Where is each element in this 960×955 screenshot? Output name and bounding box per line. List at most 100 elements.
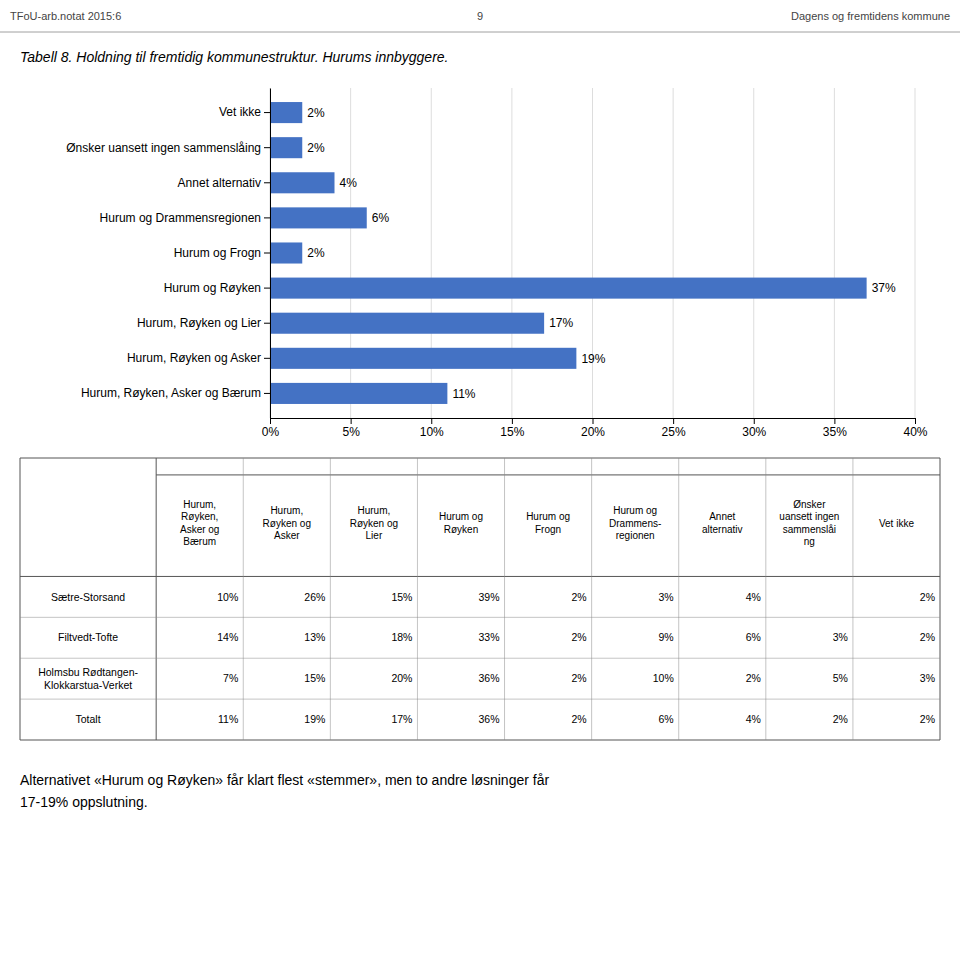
- data-label: 6%: [372, 211, 390, 225]
- text-line: sammenslåi: [783, 524, 836, 535]
- table-cell: 36%: [479, 713, 500, 725]
- table-cell: 3%: [833, 631, 848, 643]
- text-line: Hurum og: [439, 511, 483, 522]
- table-cell: 18%: [391, 631, 412, 643]
- table-line: [504, 458, 505, 740]
- text-line: Hurum og: [526, 511, 570, 522]
- y-tick: Annet alternativ: [178, 176, 270, 190]
- x-tick-label: 0%: [262, 425, 280, 439]
- text-line: alternativ: [702, 524, 743, 535]
- table-line: [852, 458, 853, 740]
- table-cell: 26%: [304, 591, 325, 603]
- table-line: [417, 458, 418, 740]
- text-line: uansett ingen: [779, 511, 839, 522]
- x-tick-label: 20%: [581, 425, 605, 439]
- table-line: [940, 458, 941, 740]
- table-column-header: Annet alternativ: [702, 511, 743, 535]
- header-right: Dagens og fremtidens kommune: [791, 10, 950, 22]
- y-tick-label: Hurum og Drammensregionen: [100, 211, 261, 225]
- y-tick-label: Hurum og Frogn: [174, 246, 261, 260]
- text-line: Hurum,: [357, 505, 390, 516]
- table-cell: 2%: [833, 713, 848, 725]
- grid-line: [834, 88, 835, 418]
- table-cell: 2%: [746, 672, 761, 684]
- table-line: [156, 458, 157, 740]
- table-cell: 39%: [479, 591, 500, 603]
- bar: [270, 242, 302, 263]
- table-cell: 3%: [659, 591, 674, 603]
- x-tick-label: 15%: [500, 425, 524, 439]
- y-tick: Hurum og Frogn: [174, 246, 270, 260]
- table-cell: 10%: [653, 672, 674, 684]
- table-line: [20, 458, 21, 740]
- text-line: Sætre-Storsand: [51, 591, 125, 603]
- data-label: 4%: [340, 176, 358, 190]
- y-tick: Hurum, Røyken og Asker: [127, 351, 270, 365]
- x-tick-label: 30%: [742, 425, 766, 439]
- table-cell: 14%: [217, 631, 238, 643]
- x-tick: 15%: [500, 418, 524, 439]
- text-line: ng: [804, 536, 815, 547]
- x-tick: 5%: [342, 418, 360, 439]
- table-line: [156, 474, 940, 475]
- text-line: Hurum,: [183, 499, 216, 510]
- header-center: 9: [477, 10, 483, 22]
- x-tick-mark: [754, 418, 755, 424]
- text-line: Røyken: [444, 524, 478, 535]
- grid-line: [753, 88, 754, 418]
- table-cell: 2%: [571, 672, 586, 684]
- table-cell: 7%: [223, 672, 238, 684]
- bar: [270, 348, 576, 369]
- table-row-header: Totalt: [76, 713, 101, 725]
- text-line: Filtvedt-Tofte: [58, 631, 118, 643]
- text-line: Ønsker: [793, 499, 826, 510]
- table-cell: 2%: [920, 631, 935, 643]
- bar: [270, 207, 367, 228]
- y-tick: Hurum, Røyken og Lier: [137, 316, 270, 330]
- x-tick-label: 10%: [420, 425, 444, 439]
- x-tick: 30%: [742, 418, 766, 439]
- x-tick-mark: [351, 418, 352, 424]
- table-line: [765, 458, 766, 740]
- y-tick: Hurum, Røyken, Asker og Bærum: [81, 386, 270, 400]
- grid-line: [673, 88, 674, 418]
- data-label: 2%: [307, 246, 325, 260]
- y-axis-line: [270, 89, 271, 419]
- data-label: 11%: [452, 387, 475, 401]
- table-row-header: Filtvedt-Tofte: [58, 631, 118, 643]
- table-cell: 2%: [920, 591, 935, 603]
- table-cell: 6%: [746, 631, 761, 643]
- table-cell: 36%: [479, 672, 500, 684]
- chart-title: Tabell 8. Holdning til fremtidig kommune…: [20, 49, 449, 65]
- table-cell: 5%: [833, 672, 848, 684]
- grid-line: [915, 88, 916, 418]
- table-cell: 6%: [659, 713, 674, 725]
- x-tick: 20%: [581, 418, 605, 439]
- x-tick-mark: [915, 418, 916, 424]
- y-tick-mark: [264, 358, 270, 359]
- page-header: TFoU-arb.notat 2015:69Dagens og fremtide…: [0, 10, 960, 32]
- table-cell: 19%: [304, 713, 325, 725]
- table-column-header: Hurum,Røyken ogAsker: [263, 505, 311, 541]
- x-tick-label: 40%: [903, 425, 927, 439]
- table-cell: 9%: [659, 631, 674, 643]
- y-tick: Vet ikke: [219, 105, 270, 119]
- text-line: Annet: [709, 511, 735, 522]
- bar: [270, 102, 302, 123]
- bar: [270, 137, 302, 158]
- text-line: 17-19% oppslutning.: [20, 794, 148, 810]
- data-labels: 11%19%17%37%2%6%4%2%2%: [307, 106, 896, 401]
- table-line: [20, 576, 940, 577]
- text-line: Drammens-: [609, 518, 661, 529]
- bar: [270, 313, 544, 334]
- table-row-header: Holmsbu Rødtangen-Klokkarstua-Verket: [38, 666, 138, 691]
- grid-line: [592, 88, 593, 418]
- table-line: [591, 458, 592, 740]
- text-line: regionen: [616, 530, 655, 541]
- data-label: 2%: [307, 141, 325, 155]
- data-label: 2%: [307, 106, 325, 120]
- text-line: Hurum,: [270, 505, 303, 516]
- y-tick: Hurum og Røyken: [164, 281, 270, 295]
- y-tick-label: Vet ikke: [219, 105, 261, 119]
- table-column-header: Vet ikke: [879, 518, 914, 529]
